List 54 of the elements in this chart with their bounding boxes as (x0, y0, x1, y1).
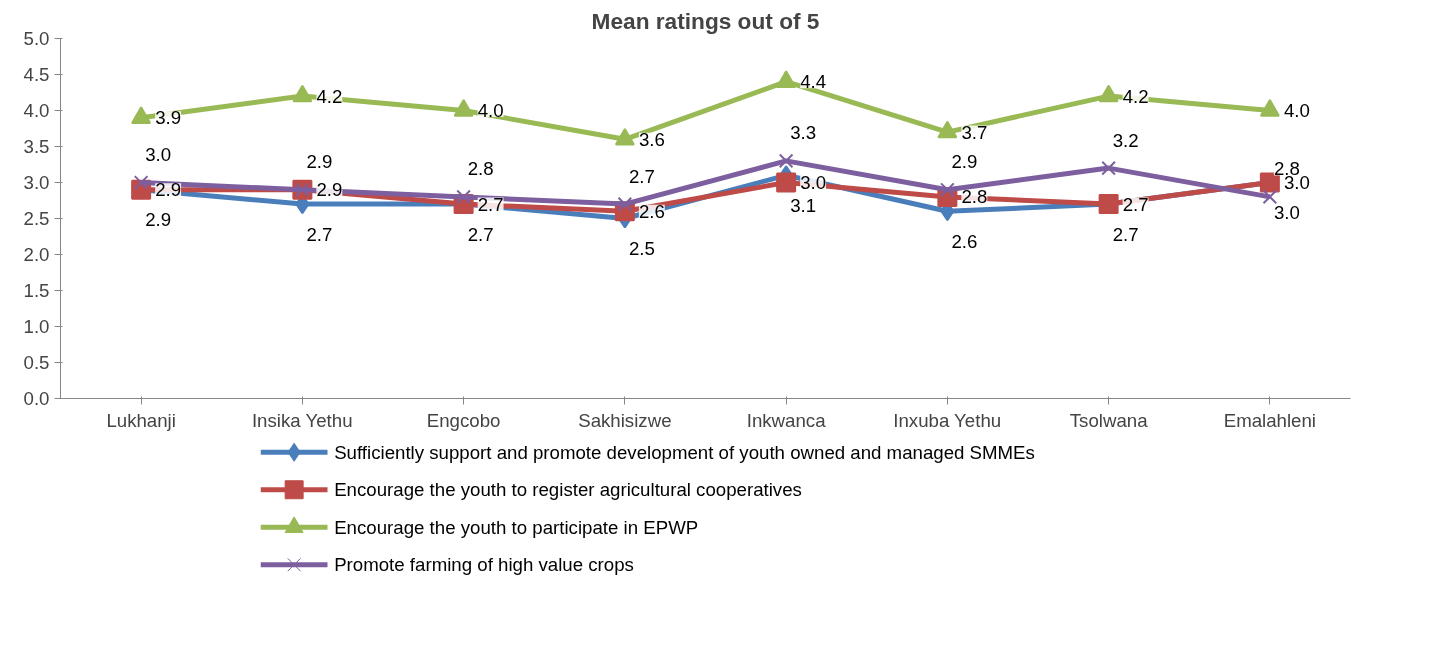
legend-label: Encourage the youth to register agricultural cooperatives (334, 479, 802, 501)
y-tick-label: 4.5 (23, 64, 50, 85)
data-label: 2.9 (316, 179, 343, 201)
data-label: 3.9 (155, 107, 182, 129)
data-label: 2.7 (1122, 193, 1149, 215)
x-tick-label: Emalahleni (1223, 409, 1317, 431)
y-tick-label: 4.0 (23, 100, 50, 121)
data-label: 2.6 (638, 200, 665, 222)
data-label: 4.0 (477, 100, 504, 121)
legend-label: Sufficiently support and promote development of youth owned and managed SMMEs (334, 441, 1035, 463)
x-tick-label: Insika Yethu (251, 409, 353, 431)
data-label: 3.2 (1112, 129, 1139, 151)
chart-title: Mean ratings out of 5 (591, 7, 820, 34)
data-label: 3.3 (790, 122, 817, 144)
data-label: 2.5 (628, 238, 655, 259)
x-tick-label: Tsolwana (1069, 409, 1149, 431)
data-label: 4.0 (1283, 100, 1310, 121)
x-tick-label: Sakhisizwe (578, 409, 672, 431)
y-tick-label: 1.5 (23, 280, 50, 301)
data-label: 2.9 (145, 209, 172, 231)
data-label: 4.2 (316, 85, 343, 107)
data-label: 4.4 (800, 71, 827, 93)
y-tick-label: 0.5 (23, 352, 50, 373)
y-tick-label: 3.5 (23, 136, 50, 157)
y-tick-label: 0.0 (23, 388, 50, 409)
data-label: 3.6 (638, 128, 665, 150)
legend-label: Encourage the youth to participate in EPWP (334, 516, 699, 538)
x-tick-label: Engcobo (426, 409, 501, 431)
data-label: 2.7 (477, 193, 504, 215)
data-label: 2.6 (951, 230, 978, 252)
y-tick-label: 2.0 (23, 244, 50, 265)
data-label: 3.0 (145, 144, 172, 165)
y-tick-label: 5.0 (23, 28, 50, 49)
y-tick-label: 3.0 (23, 172, 50, 193)
data-label: 2.9 (155, 179, 182, 201)
data-label: 3.0 (1273, 202, 1300, 223)
data-label: 2.7 (1112, 223, 1139, 245)
data-label: 3.0 (800, 172, 827, 193)
data-label: 3.7 (961, 121, 988, 143)
data-label: 2.7 (467, 223, 494, 245)
data-label: 2.8 (467, 158, 494, 180)
data-label: 2.9 (306, 151, 333, 173)
data-label: 4.2 (1122, 85, 1149, 107)
data-label: 2.7 (628, 165, 655, 187)
data-label: 2.9 (951, 151, 978, 173)
x-tick-label: Inxuba Yethu (893, 409, 1002, 431)
data-label: 3.1 (790, 194, 817, 216)
y-tick-label: 2.5 (23, 208, 50, 229)
data-label: 2.8 (961, 186, 988, 208)
data-label: 2.7 (306, 223, 333, 245)
y-tick-label: 1.0 (23, 316, 50, 337)
x-tick-label: Inkwanca (746, 409, 827, 431)
legend-label: Promote farming of high value crops (334, 554, 634, 576)
x-tick-label: Lukhanji (106, 409, 176, 431)
